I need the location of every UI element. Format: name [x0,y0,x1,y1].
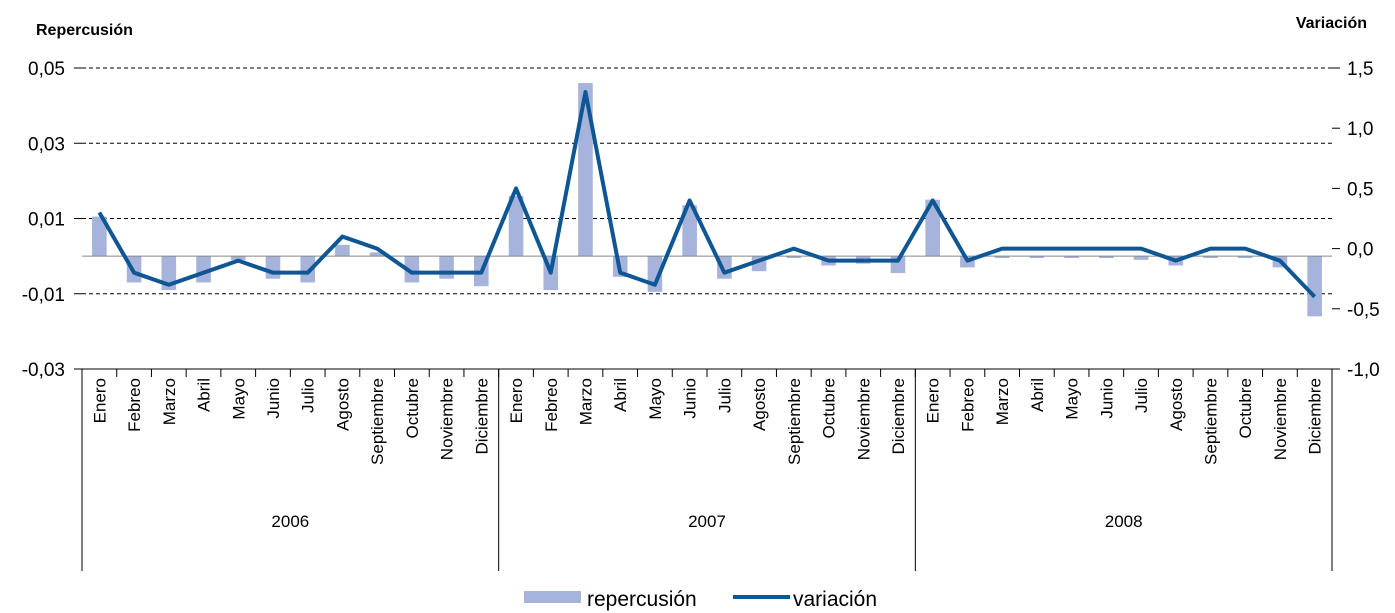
year-label: 2008 [1105,512,1143,531]
month-label: Junio [1097,378,1116,419]
right-axis-title: Variación [1296,15,1367,32]
bar [1203,256,1218,259]
month-label: Octubre [820,378,839,438]
month-label: Mayo [646,378,665,420]
month-label: Diciembre [1306,378,1325,455]
month-label: Mayo [229,378,248,420]
month-label: Septiembre [785,378,804,465]
year-label: 2007 [688,512,726,531]
left-axis-ticks: 0,05 0,03 0,01 -0,01 -0,03 [22,59,82,381]
bar [1237,256,1253,259]
repercusion-bars [92,83,1322,317]
month-label: Noviembre [854,378,873,460]
bar [265,256,281,279]
bar [1307,256,1322,317]
bar [369,252,385,257]
month-label: Agosto [1167,378,1186,431]
month-label: Abril [195,378,214,412]
variacion-line [97,90,1317,299]
month-label: Abril [611,378,630,412]
month-label: Noviembre [1271,378,1290,460]
left-tick-label: -0,03 [22,360,65,381]
bar [230,256,246,260]
month-label: Julio [1132,378,1151,413]
month-label: Enero [924,378,943,423]
bar [300,256,315,283]
month-label: Diciembre [472,378,491,455]
legend-label-variacion: variación [793,588,877,611]
bar [1133,256,1149,260]
bar [92,216,107,257]
bar [404,256,420,283]
month-label: Agosto [750,378,769,431]
right-tick-label: 1,5 [1347,59,1373,80]
month-label: Agosto [333,378,352,431]
right-tick-label: 1,0 [1347,119,1373,140]
category-axis: Enero Febreo Marzo Abril Mayo Junio Julio Agost… [81,368,1333,571]
bar [1029,256,1045,259]
month-label: Enero [90,378,109,423]
left-tick-label: -0,01 [22,285,65,306]
month-label: Julio [299,378,318,413]
month-label: Marzo [576,378,595,425]
month-label: Febreo [958,378,977,432]
right-axis-ticks: 1,5 1,0 0,5 0,0 -0,5 -1,0 [1332,59,1380,381]
bar [682,205,697,257]
month-label: Enero [507,378,526,423]
month-label: Marzo [160,378,179,425]
left-tick-label: 0,03 [28,134,65,155]
month-label: Octubre [403,378,422,438]
bar [335,244,350,257]
bar [786,256,802,259]
month-label: Abril [1028,378,1047,412]
legend-label-repercusion: repercusión [587,588,697,611]
bar [508,195,524,257]
legend-bar-swatch [524,591,581,603]
month-label: Marzo [993,378,1012,425]
month-label: Junio [264,378,283,419]
month-label: Octubre [1236,378,1255,438]
right-tick-label: -1,0 [1347,360,1380,381]
year-label: 2006 [271,512,309,531]
month-label: Septiembre [368,378,387,465]
right-tick-label: 0,5 [1347,179,1373,200]
left-axis-title: Repercusión [36,22,133,39]
bar [925,199,940,257]
bar [578,83,593,257]
month-label: Septiembre [1201,378,1220,465]
month-label: Febreo [125,378,144,432]
month-label: Diciembre [889,378,908,455]
month-label: Mayo [1063,378,1082,420]
month-label: Noviembre [438,378,457,460]
right-tick-label: 0,0 [1347,240,1373,261]
month-label: Junio [681,378,700,419]
left-tick-label: 0,01 [28,210,65,231]
month-label: Julio [715,378,734,413]
bar [994,256,1010,259]
gridlines [82,67,1332,295]
bar [1064,256,1079,259]
month-label: Febreo [542,378,561,432]
bar [1099,256,1114,259]
bar [439,256,454,279]
right-tick-label: -0,5 [1347,300,1380,321]
legend: repercusión variación [524,588,877,611]
left-tick-label: 0,05 [28,59,65,80]
